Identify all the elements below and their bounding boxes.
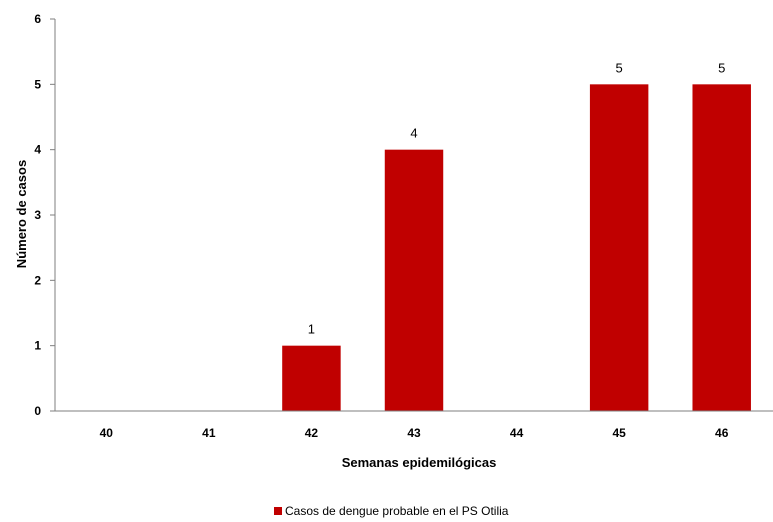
y-tick-label: 5 <box>34 77 41 91</box>
x-axis-ticks: 40 41 42 43 44 45 46 <box>100 426 729 440</box>
y-tick-label: 1 <box>34 339 41 353</box>
x-tick-label: 46 <box>715 426 729 440</box>
data-label: 1 <box>308 322 315 337</box>
x-tick-label: 42 <box>305 426 319 440</box>
legend-swatch <box>274 507 282 515</box>
x-tick-label: 44 <box>510 426 524 440</box>
y-axis-ticks: 0 1 2 3 4 5 6 <box>34 12 55 418</box>
data-label: 5 <box>718 60 725 75</box>
bar-week-43 <box>384 149 444 411</box>
y-tick-label: 4 <box>34 143 41 157</box>
data-label: 4 <box>410 126 417 141</box>
legend: Casos de dengue probable en el PS Otilia <box>274 504 509 518</box>
y-tick-label: 0 <box>34 404 41 418</box>
y-tick-label: 3 <box>34 208 41 222</box>
data-labels: 1 4 5 5 <box>308 60 726 336</box>
x-tick-label: 43 <box>407 426 421 440</box>
data-label: 5 <box>616 60 623 75</box>
bars <box>282 84 751 411</box>
bar-week-45 <box>589 84 649 411</box>
x-tick-label: 40 <box>100 426 114 440</box>
x-tick-label: 45 <box>612 426 626 440</box>
y-axis-title: Número de casos <box>14 160 29 268</box>
y-tick-label: 2 <box>34 273 41 287</box>
bar-week-46 <box>692 84 751 411</box>
y-tick-label: 6 <box>34 12 41 26</box>
x-axis-title: Semanas epidemilógicas <box>342 455 497 470</box>
legend-label: Casos de dengue probable en el PS Otilia <box>285 504 509 518</box>
x-tick-label: 41 <box>202 426 216 440</box>
bar-week-42 <box>282 345 341 411</box>
